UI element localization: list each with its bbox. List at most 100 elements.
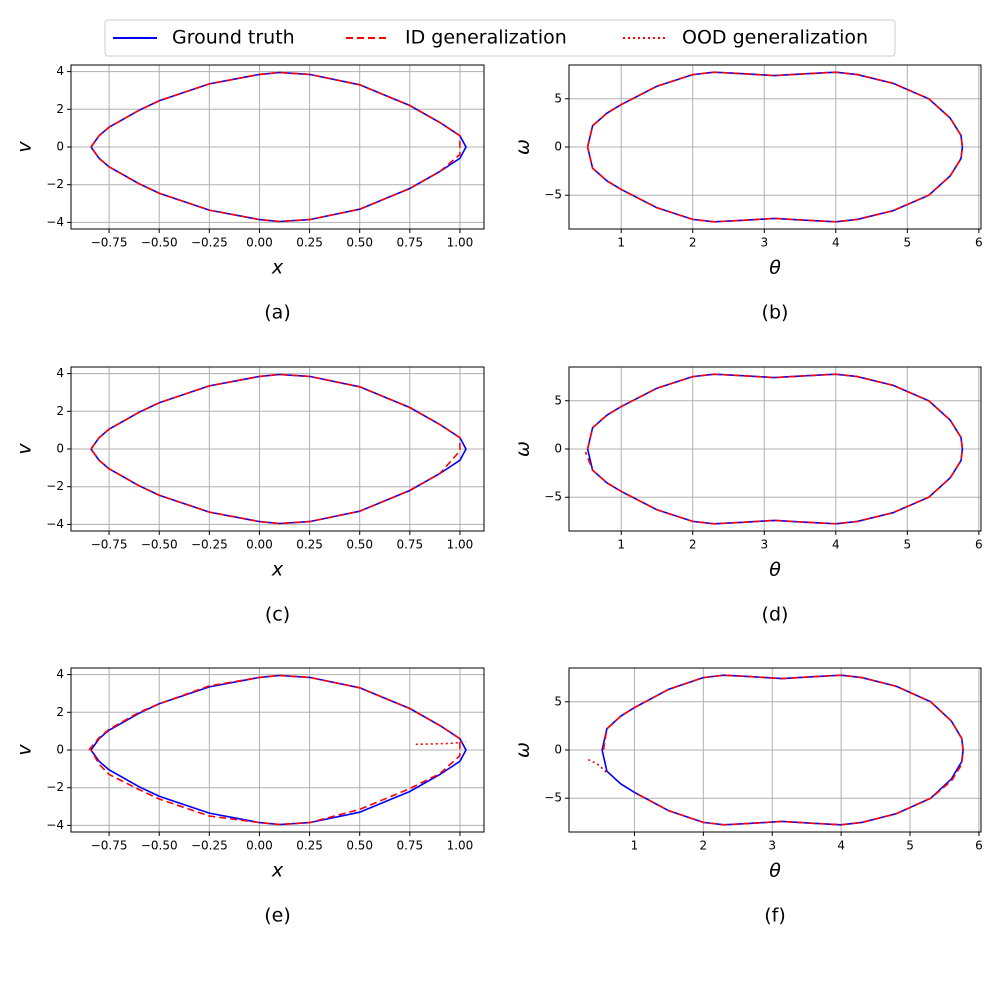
x-tick-label: 5 — [904, 236, 912, 250]
caption: (c) — [265, 604, 290, 626]
y-tick-label: −2 — [46, 780, 64, 794]
x-tick-label: −0.25 — [191, 538, 228, 552]
legend-box — [104, 19, 896, 57]
plot-frame — [70, 667, 485, 833]
y-tick-label: 5 — [554, 91, 562, 105]
y-tick-label: −5 — [544, 188, 562, 202]
caption: (f) — [764, 905, 786, 927]
x-tick-label: 2 — [689, 538, 697, 552]
x-tick-label: 0.00 — [246, 839, 273, 853]
x-tick-label: 6 — [975, 538, 983, 552]
x-tick-label: 0.50 — [346, 839, 373, 853]
y-tick-label: 4 — [56, 667, 64, 681]
caption: (b) — [762, 302, 789, 324]
y-tick-label: 0 — [554, 442, 562, 456]
x-tick-label: −0.50 — [141, 236, 178, 250]
x-tick-label: 0.00 — [246, 236, 273, 250]
x-tick-label: 1 — [631, 839, 639, 853]
series-line — [602, 674, 964, 826]
caption: (d) — [762, 604, 789, 626]
y-tick-label: −4 — [46, 818, 64, 832]
y-tick-label: 0 — [554, 743, 562, 757]
x-tick-label: 0.75 — [396, 236, 423, 250]
y-tick-label: −5 — [544, 791, 562, 805]
y-tick-label: 0 — [56, 442, 64, 456]
y-tick-label: 0 — [554, 140, 562, 154]
series-line — [90, 373, 461, 525]
x-tick-label: 1 — [617, 236, 625, 250]
plot-frame — [568, 667, 982, 833]
x-tick-label: 3 — [760, 236, 768, 250]
legend-label: Ground truth — [172, 27, 295, 49]
plot-frame — [70, 366, 485, 532]
y-tick-label: 0 — [56, 140, 64, 154]
x-tick-label: 0.50 — [346, 538, 373, 552]
y-tick-label: 0 — [56, 743, 64, 757]
x-tick-label: 4 — [832, 538, 840, 552]
x-tick-label: 2 — [689, 236, 697, 250]
x-tick-label: −0.25 — [191, 839, 228, 853]
x-tick-label: 0.00 — [246, 538, 273, 552]
y-tick-label: 2 — [56, 705, 64, 719]
y-axis-label: ω — [512, 441, 534, 457]
x-tick-label: −0.50 — [141, 839, 178, 853]
legend-label: ID generalization — [405, 27, 567, 49]
y-axis-label: v — [14, 744, 36, 756]
y-tick-label: −4 — [46, 215, 64, 229]
y-tick-label: −4 — [46, 517, 64, 531]
x-tick-label: −0.25 — [191, 236, 228, 250]
series-line — [584, 373, 964, 525]
x-axis-label: θ — [769, 559, 781, 581]
x-tick-label: 4 — [832, 236, 840, 250]
y-tick-label: 2 — [56, 404, 64, 418]
x-tick-label: 0.75 — [396, 538, 423, 552]
legend-label: OOD generalization — [682, 27, 868, 49]
x-tick-label: 2 — [700, 839, 708, 853]
x-tick-label: 1.00 — [447, 236, 474, 250]
x-tick-label: 6 — [975, 236, 983, 250]
y-axis-label: ω — [512, 742, 534, 758]
x-axis-label: θ — [769, 860, 781, 882]
y-tick-label: 2 — [56, 102, 64, 116]
series-line — [90, 71, 461, 223]
x-tick-label: 0.25 — [296, 236, 323, 250]
plot-frame — [568, 366, 982, 532]
y-tick-label: 4 — [56, 366, 64, 380]
y-axis-label: v — [14, 141, 36, 153]
x-tick-label: 1.00 — [447, 839, 474, 853]
x-tick-label: 0.25 — [296, 538, 323, 552]
plot-frame — [568, 64, 982, 230]
x-tick-label: −0.75 — [91, 839, 128, 853]
x-tick-label: 1 — [617, 538, 625, 552]
series-line — [587, 758, 609, 775]
x-axis-label: x — [271, 257, 284, 279]
x-tick-label: 0.50 — [346, 236, 373, 250]
series-line — [88, 674, 461, 826]
x-tick-label: 6 — [975, 839, 983, 853]
x-tick-label: 3 — [768, 839, 776, 853]
x-tick-label: 5 — [906, 839, 914, 853]
x-tick-label: 3 — [760, 538, 768, 552]
x-tick-label: 0.25 — [296, 839, 323, 853]
plot-frame — [70, 64, 485, 230]
x-tick-label: 0.75 — [396, 839, 423, 853]
y-tick-label: 5 — [554, 694, 562, 708]
x-tick-label: 4 — [837, 839, 845, 853]
x-tick-label: −0.50 — [141, 538, 178, 552]
y-tick-label: −5 — [544, 490, 562, 504]
y-axis-label: v — [14, 443, 36, 455]
series-line — [415, 740, 467, 746]
y-tick-label: 4 — [56, 64, 64, 78]
x-axis-label: x — [271, 559, 284, 581]
y-tick-label: 5 — [554, 393, 562, 407]
x-tick-label: 1.00 — [447, 538, 474, 552]
x-tick-label: −0.75 — [91, 538, 128, 552]
x-tick-label: 5 — [904, 538, 912, 552]
x-axis-label: θ — [769, 257, 781, 279]
y-axis-label: ω — [512, 139, 534, 155]
caption: (a) — [264, 302, 290, 324]
caption: (e) — [264, 905, 291, 927]
y-tick-label: −2 — [46, 177, 64, 191]
x-tick-label: −0.75 — [91, 236, 128, 250]
